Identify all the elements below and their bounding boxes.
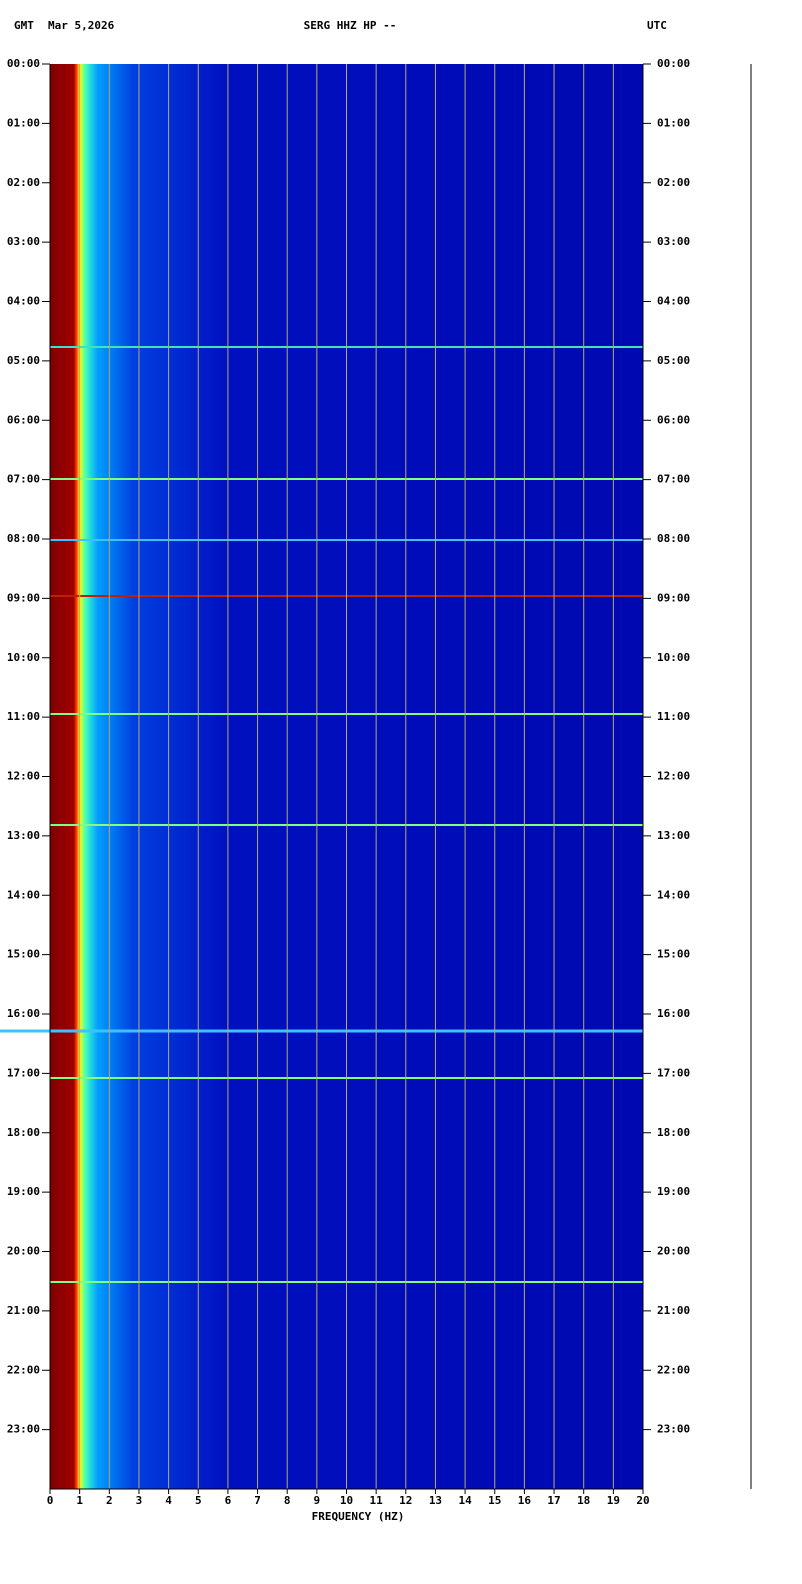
y-tick-label: 01:00	[7, 116, 40, 129]
y-tick-label: 23:00	[7, 1423, 40, 1436]
y-tick-label: 10:00	[7, 651, 40, 664]
x-tick-label: 14	[458, 1494, 472, 1507]
y-tick-label: 20:00	[7, 1245, 40, 1258]
y-tick-label: 17:00	[657, 1066, 690, 1079]
y-tick-label: 11:00	[7, 710, 40, 723]
x-axis-label: FREQUENCY (HZ)	[312, 1510, 405, 1523]
y-tick-label: 03:00	[7, 235, 40, 248]
x-tick-label: 13	[429, 1494, 442, 1507]
y-tick-label: 12:00	[657, 770, 690, 783]
y-tick-label: 20:00	[657, 1245, 690, 1258]
y-tick-label: 16:00	[657, 1007, 690, 1020]
y-tick-label: 02:00	[657, 176, 690, 189]
y-tick-label: 04:00	[657, 295, 690, 308]
x-tick-label: 5	[195, 1494, 202, 1507]
y-tick-label: 15:00	[7, 948, 40, 961]
y-tick-label: 08:00	[657, 532, 690, 545]
y-tick-label: 16:00	[7, 1007, 40, 1020]
y-tick-label: 01:00	[657, 116, 690, 129]
y-tick-label: 06:00	[657, 413, 690, 426]
x-tick-label: 10	[340, 1494, 353, 1507]
y-tick-label: 05:00	[7, 354, 40, 367]
y-tick-label: 08:00	[7, 532, 40, 545]
y-tick-label: 18:00	[7, 1126, 40, 1139]
y-tick-label: 13:00	[7, 829, 40, 842]
y-tick-label: 00:00	[7, 57, 40, 70]
y-tick-label: 07:00	[657, 473, 690, 486]
x-tick-label: 3	[136, 1494, 143, 1507]
y-tick-label: 22:00	[657, 1363, 690, 1376]
chart-title: SERG HHZ HP --	[304, 19, 397, 32]
y-tick-label: 14:00	[657, 888, 690, 901]
y-tick-label: 19:00	[7, 1185, 40, 1198]
right-zone: UTC	[647, 19, 667, 32]
x-tick-label: 17	[547, 1494, 560, 1507]
y-tick-label: 23:00	[657, 1423, 690, 1436]
y-tick-label: 12:00	[7, 770, 40, 783]
y-tick-label: 14:00	[7, 888, 40, 901]
y-tick-label: 13:00	[657, 829, 690, 842]
y-tick-label: 03:00	[657, 235, 690, 248]
x-tick-label: 1	[76, 1494, 83, 1507]
left-zone: GMT	[14, 19, 34, 32]
x-tick-label: 11	[370, 1494, 384, 1507]
y-tick-label: 09:00	[7, 591, 40, 604]
x-tick-label: 20	[636, 1494, 649, 1507]
x-tick-label: 16	[518, 1494, 532, 1507]
y-tick-label: 04:00	[7, 295, 40, 308]
y-tick-label: 18:00	[657, 1126, 690, 1139]
x-tick-label: 15	[488, 1494, 501, 1507]
y-tick-label: 00:00	[657, 57, 690, 70]
y-tick-label: 09:00	[657, 591, 690, 604]
y-tick-label: 02:00	[7, 176, 40, 189]
y-tick-label: 10:00	[657, 651, 690, 664]
x-tick-label: 12	[399, 1494, 412, 1507]
y-tick-label: 15:00	[657, 948, 690, 961]
x-tick-label: 19	[607, 1494, 620, 1507]
y-tick-label: 21:00	[657, 1304, 690, 1317]
y-tick-label: 17:00	[7, 1066, 40, 1079]
x-tick-label: 0	[47, 1494, 54, 1507]
x-tick-label: 4	[165, 1494, 172, 1507]
y-tick-label: 22:00	[7, 1363, 40, 1376]
x-tick-label: 2	[106, 1494, 113, 1507]
y-tick-label: 06:00	[7, 413, 40, 426]
x-tick-label: 18	[577, 1494, 590, 1507]
date: Mar 5,2026	[48, 19, 115, 32]
y-tick-label: 05:00	[657, 354, 690, 367]
x-tick-label: 7	[254, 1494, 261, 1507]
y-tick-label: 21:00	[7, 1304, 40, 1317]
x-tick-label: 8	[284, 1494, 291, 1507]
x-tick-label: 6	[225, 1494, 232, 1507]
x-tick-label: 9	[314, 1494, 321, 1507]
y-tick-label: 07:00	[7, 473, 40, 486]
y-tick-label: 19:00	[657, 1185, 690, 1198]
y-tick-label: 11:00	[657, 710, 690, 723]
